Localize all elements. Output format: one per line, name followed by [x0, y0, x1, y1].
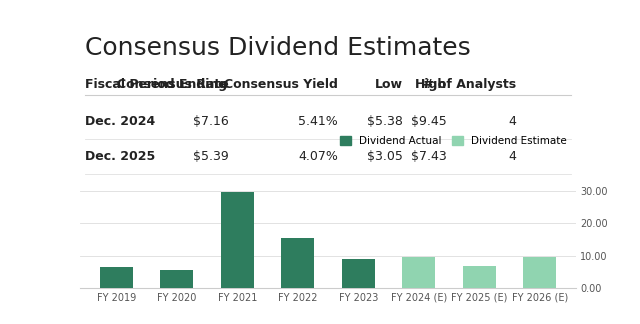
Bar: [160, 271, 193, 288]
Bar: [463, 266, 496, 288]
Text: 5.41%: 5.41%: [298, 115, 338, 128]
Text: Low: Low: [374, 78, 403, 91]
Text: $7.16: $7.16: [193, 115, 229, 128]
Text: 1: 1: [509, 185, 516, 198]
Bar: [402, 257, 435, 288]
Text: Consensus Yield: Consensus Yield: [224, 78, 338, 91]
Text: $9.45: $9.45: [412, 115, 447, 128]
Text: $7.43: $7.43: [412, 150, 447, 163]
Bar: [523, 257, 556, 288]
Text: 4.07%: 4.07%: [298, 150, 338, 163]
Bar: [221, 192, 254, 288]
Text: $7.67: $7.67: [411, 185, 447, 198]
Text: # of Analysts: # of Analysts: [423, 78, 516, 91]
Text: 5.80%: 5.80%: [298, 185, 338, 198]
Text: $7.67: $7.67: [367, 185, 403, 198]
Text: $5.38: $5.38: [367, 115, 403, 128]
Text: 4: 4: [509, 150, 516, 163]
Text: $7.67: $7.67: [193, 185, 229, 198]
Bar: [281, 238, 314, 288]
Text: $5.39: $5.39: [193, 150, 229, 163]
Text: Dec. 2025: Dec. 2025: [85, 150, 156, 163]
Text: Consensus Dividend Estimates: Consensus Dividend Estimates: [85, 36, 470, 60]
Legend: Dividend Actual, Dividend Estimate: Dividend Actual, Dividend Estimate: [336, 132, 571, 150]
Text: 4: 4: [509, 115, 516, 128]
Bar: [342, 259, 375, 288]
Text: Dec. 2026: Dec. 2026: [85, 185, 155, 198]
Text: Dec. 2024: Dec. 2024: [85, 115, 156, 128]
Text: $3.05: $3.05: [367, 150, 403, 163]
Text: Fiscal Period Ending: Fiscal Period Ending: [85, 78, 227, 91]
Text: High: High: [415, 78, 447, 91]
Bar: [100, 267, 133, 288]
Text: Consensus Rate: Consensus Rate: [117, 78, 229, 91]
